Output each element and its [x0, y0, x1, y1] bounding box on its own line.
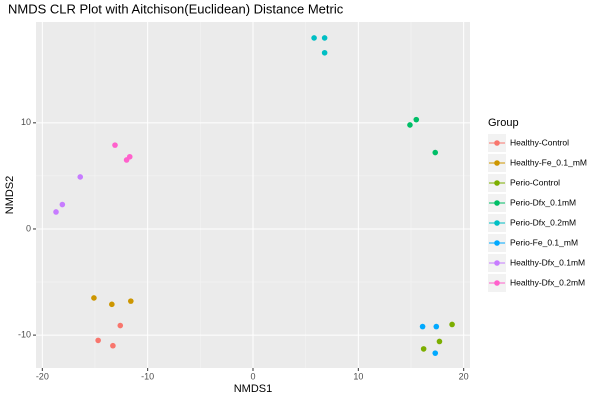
- legend-label: Perio-Dfx_0.2mM: [510, 217, 576, 227]
- chart-title: NMDS CLR Plot with Aitchison(Euclidean) …: [8, 1, 344, 16]
- point: [436, 338, 443, 345]
- point: [91, 295, 97, 301]
- point: [432, 350, 439, 356]
- y-tick-label: 10: [21, 117, 31, 127]
- legend-label: Healthy-Control: [510, 137, 569, 147]
- point: [449, 321, 455, 328]
- x-tick-label: 20: [459, 371, 469, 381]
- legend-point: [494, 140, 500, 146]
- legend-point: [494, 220, 500, 226]
- legend-label: Healthy-Dfx_0.2mM: [510, 277, 585, 287]
- point: [77, 174, 84, 180]
- x-tick-label: 0: [250, 371, 255, 381]
- legend-point: [494, 240, 500, 246]
- legend-point: [494, 280, 500, 286]
- x-tick-label: -20: [36, 371, 49, 381]
- point: [321, 35, 328, 41]
- x-axis-title: NMDS1: [234, 383, 273, 395]
- point: [53, 209, 59, 215]
- legend-label: Perio-Control: [510, 177, 560, 187]
- legend-point: [494, 200, 500, 206]
- point: [432, 149, 439, 156]
- point: [420, 346, 427, 352]
- point: [123, 157, 130, 163]
- x-tick-label: -10: [141, 371, 154, 381]
- legend-label: Healthy-Dfx_0.1mM: [510, 257, 585, 267]
- legend-title: Group: [488, 117, 519, 129]
- legend-label: Perio-Dfx_0.1mM: [510, 197, 576, 207]
- legend-label: Perio-Fe_0.1_mM: [510, 237, 578, 247]
- point: [311, 35, 317, 41]
- y-tick-label: -10: [18, 329, 31, 339]
- point: [109, 301, 115, 308]
- legend-point: [494, 180, 500, 186]
- point: [128, 298, 134, 304]
- legend-point: [494, 260, 500, 266]
- legend-point: [494, 160, 500, 166]
- point: [413, 116, 420, 123]
- point: [110, 342, 116, 349]
- point: [407, 122, 413, 128]
- legend-label: Healthy-Fe_0.1_mM: [510, 157, 587, 167]
- point: [59, 201, 66, 208]
- point: [419, 323, 426, 330]
- point: [321, 49, 328, 56]
- x-tick-label: 10: [353, 371, 363, 381]
- y-axis-title: NMDS2: [4, 176, 16, 215]
- y-tick-label: 0: [26, 223, 31, 233]
- point: [433, 323, 440, 330]
- point: [117, 322, 124, 329]
- point: [95, 337, 101, 344]
- point: [112, 142, 118, 148]
